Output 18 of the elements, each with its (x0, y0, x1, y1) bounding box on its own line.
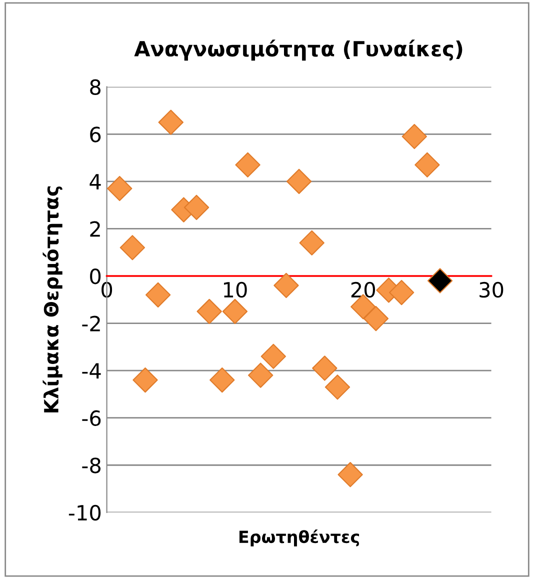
y-axis-title: Κλίμακα Θερμότητας (42, 186, 62, 412)
y-tick-label: -8 (82, 458, 101, 474)
chart-title: Αναγνωσιμότητα (Γυναίκες) (134, 40, 462, 61)
x-tick-label: 20 (351, 282, 375, 298)
x-axis-title: Ερωτηθέντες (239, 530, 360, 546)
x-tick-label: 10 (224, 282, 247, 298)
point (222, 298, 248, 324)
y-tick-label: -2 (82, 316, 100, 332)
y-tick-label: 0 (90, 268, 101, 284)
x-tick-label: 30 (480, 282, 504, 298)
y-tick-label: 4 (90, 174, 101, 190)
y-tick-label: -6 (82, 410, 101, 426)
y-tick-label: -10 (68, 504, 101, 521)
y-tick-label: 6 (90, 126, 101, 142)
y-tick-label: 8 (90, 79, 101, 96)
x-tick-label: 0 (102, 282, 112, 298)
y-tick-label: 2 (90, 221, 100, 237)
y-tick-label: -4 (82, 363, 101, 378)
